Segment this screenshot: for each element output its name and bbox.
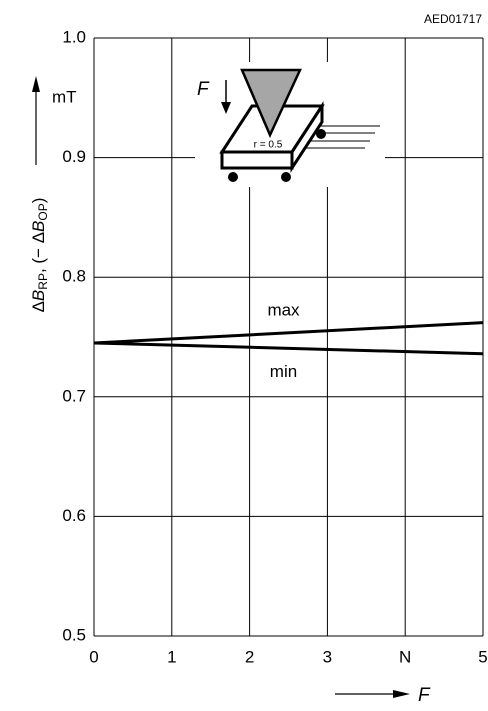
x-tick-label: N bbox=[399, 647, 411, 666]
wheel bbox=[228, 172, 238, 182]
y-tick-label: 0.5 bbox=[62, 625, 86, 644]
x-tick-label: 2 bbox=[245, 647, 254, 666]
x-tick-label: 0 bbox=[89, 647, 98, 666]
indenter bbox=[240, 68, 302, 139]
x-tick-label: 1 bbox=[167, 647, 176, 666]
series-line bbox=[93, 341, 484, 356]
platform-side bbox=[290, 100, 324, 174]
x-label-arrowhead bbox=[393, 690, 410, 698]
y-unit: mT bbox=[52, 87, 77, 106]
y-label-part: Δ bbox=[29, 301, 48, 312]
x-axis-label: F bbox=[418, 685, 431, 706]
y-tick-label: 0.9 bbox=[62, 147, 86, 166]
y-label-text: ΔBRP, (− ΔBOP) bbox=[29, 198, 50, 313]
y-label-part: ) bbox=[29, 198, 48, 204]
inset-force-label: F bbox=[197, 79, 210, 100]
inset-illustration: F r = 0.5 bbox=[195, 62, 385, 187]
y-tick-label: 1.0 bbox=[62, 27, 86, 46]
y-label-arrowhead bbox=[32, 76, 40, 92]
y-label-part: RP bbox=[36, 273, 50, 290]
x-tick-label: 3 bbox=[323, 647, 332, 666]
y-label-part: OP bbox=[36, 203, 50, 220]
y-axis-label: ΔBRP, (− ΔBOP) bbox=[29, 198, 50, 313]
wheel bbox=[281, 172, 291, 182]
x-tick-label: 5 bbox=[478, 647, 487, 666]
platform-front bbox=[220, 150, 294, 170]
wheel bbox=[316, 129, 326, 139]
y-label-part: , (− Δ bbox=[29, 232, 48, 273]
y-tick-label: 0.8 bbox=[62, 267, 86, 286]
y-label-part: B bbox=[29, 290, 48, 301]
series-label: min bbox=[270, 362, 297, 381]
y-tick-label: 0.7 bbox=[62, 386, 86, 405]
series-line bbox=[93, 321, 484, 345]
y-tick-label: 0.6 bbox=[62, 506, 86, 525]
force-arrowhead bbox=[221, 102, 231, 114]
y-label-part: B bbox=[29, 221, 48, 232]
inset-radius-label: r = 0.5 bbox=[254, 140, 283, 151]
series-label: max bbox=[267, 300, 300, 319]
figure-id: AED01717 bbox=[424, 12, 482, 26]
